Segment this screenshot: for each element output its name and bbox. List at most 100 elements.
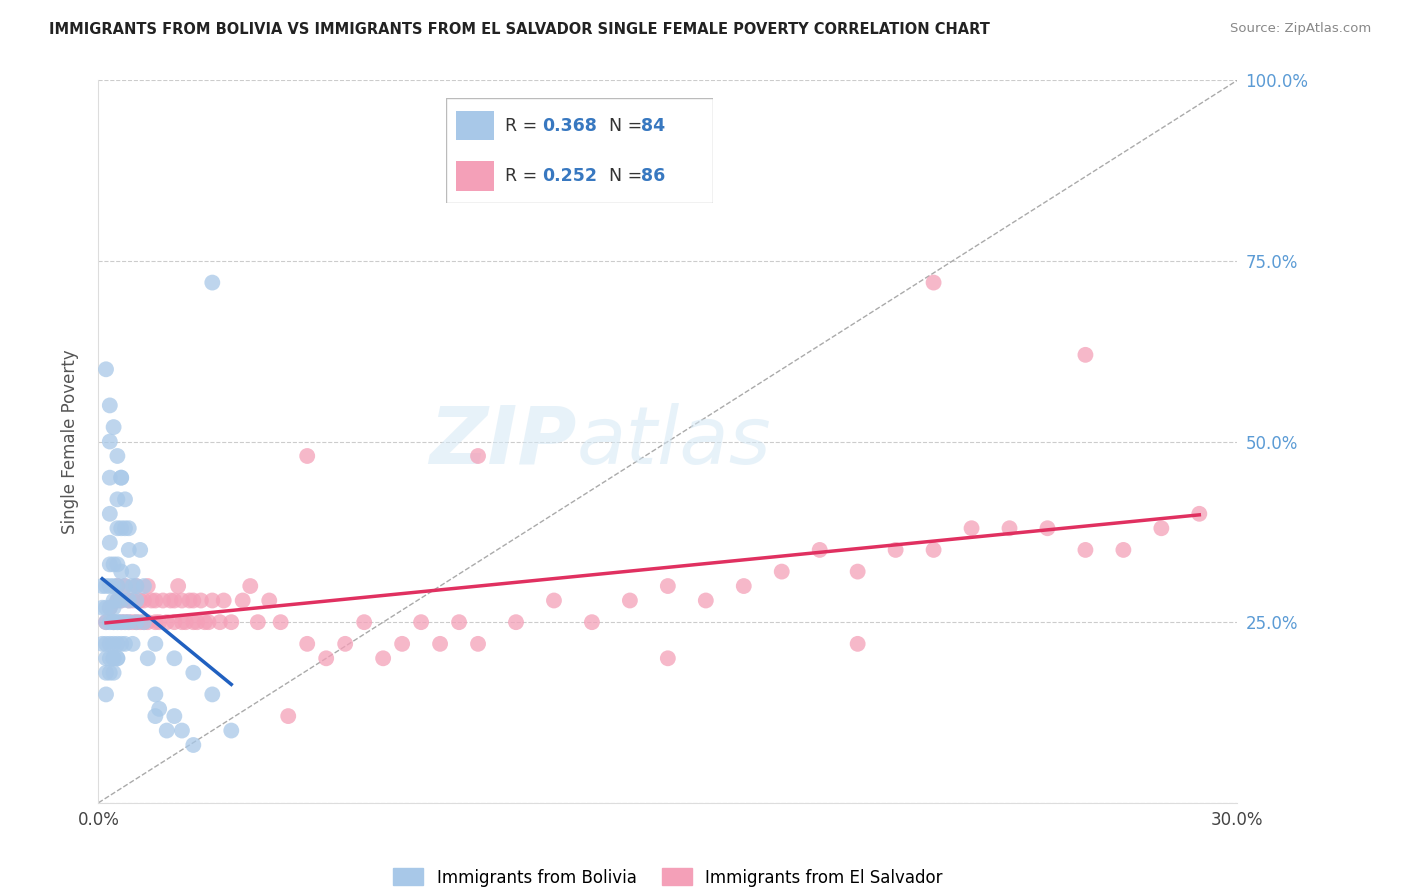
Point xyxy=(98,651,121,665)
Point xyxy=(94,362,117,376)
Point xyxy=(183,615,205,630)
Point xyxy=(1150,521,1173,535)
Point xyxy=(121,565,143,579)
Point xyxy=(1074,348,1097,362)
Point xyxy=(107,651,129,665)
Point xyxy=(107,615,129,630)
Point xyxy=(297,449,319,463)
Point xyxy=(156,615,179,630)
Point xyxy=(103,420,125,434)
Point xyxy=(107,492,129,507)
Text: IMMIGRANTS FROM BOLIVIA VS IMMIGRANTS FROM EL SALVADOR SINGLE FEMALE POVERTY COR: IMMIGRANTS FROM BOLIVIA VS IMMIGRANTS FR… xyxy=(49,22,990,37)
Point xyxy=(98,434,121,449)
Point xyxy=(371,651,394,665)
Point xyxy=(114,579,136,593)
Point xyxy=(114,579,136,593)
Point xyxy=(103,579,125,593)
Point xyxy=(91,600,114,615)
Point xyxy=(960,521,983,535)
Point xyxy=(110,593,132,607)
Point xyxy=(132,593,155,607)
Point xyxy=(581,615,603,630)
Point xyxy=(107,521,129,535)
Point xyxy=(1036,521,1059,535)
Point xyxy=(145,637,167,651)
Point xyxy=(110,593,132,607)
Point xyxy=(201,593,224,607)
Point xyxy=(118,593,141,607)
Point xyxy=(107,579,129,593)
Point xyxy=(114,615,136,630)
Point xyxy=(170,723,193,738)
Point xyxy=(297,637,319,651)
Point xyxy=(107,593,129,607)
Point xyxy=(201,276,224,290)
Point xyxy=(186,615,208,630)
Point xyxy=(98,470,121,484)
Point xyxy=(163,651,186,665)
Point xyxy=(141,593,163,607)
Point xyxy=(103,600,125,615)
Point xyxy=(121,637,143,651)
Point xyxy=(94,600,117,615)
Point xyxy=(270,615,292,630)
Point xyxy=(183,593,205,607)
Point xyxy=(657,651,679,665)
Point xyxy=(107,593,129,607)
Point xyxy=(114,637,136,651)
Point xyxy=(884,542,907,557)
Point xyxy=(183,665,205,680)
Point xyxy=(136,651,159,665)
Point xyxy=(110,470,132,484)
Point xyxy=(167,579,190,593)
Point xyxy=(232,593,254,607)
Point xyxy=(98,615,121,630)
Point xyxy=(132,579,155,593)
Point xyxy=(103,558,125,572)
Point xyxy=(277,709,299,723)
Point xyxy=(163,593,186,607)
Point xyxy=(315,651,337,665)
Point xyxy=(103,593,125,607)
Point xyxy=(190,593,212,607)
Point xyxy=(449,615,471,630)
Point xyxy=(98,398,121,412)
Point xyxy=(846,637,869,651)
Point xyxy=(145,593,167,607)
Point xyxy=(148,702,170,716)
Point xyxy=(163,709,186,723)
Point xyxy=(107,579,129,593)
Point xyxy=(411,615,433,630)
Point xyxy=(733,579,755,593)
Point xyxy=(98,600,121,615)
Point xyxy=(259,593,281,607)
Point xyxy=(107,615,129,630)
Point xyxy=(98,637,121,651)
Point xyxy=(98,600,121,615)
Point xyxy=(98,579,121,593)
Point xyxy=(103,665,125,680)
Point xyxy=(194,615,217,630)
Point xyxy=(94,615,117,630)
Point xyxy=(94,665,117,680)
Point xyxy=(132,615,155,630)
Point xyxy=(922,542,945,557)
Point xyxy=(94,651,117,665)
Point xyxy=(212,593,235,607)
Point xyxy=(197,615,219,630)
Text: Source: ZipAtlas.com: Source: ZipAtlas.com xyxy=(1230,22,1371,36)
Point xyxy=(121,593,143,607)
Point xyxy=(391,637,413,651)
Point xyxy=(103,651,125,665)
Point xyxy=(103,615,125,630)
Point xyxy=(657,579,679,593)
Point xyxy=(170,593,193,607)
Point xyxy=(110,637,132,651)
Point xyxy=(98,535,121,549)
Point xyxy=(125,615,148,630)
Point xyxy=(118,593,141,607)
Point xyxy=(201,687,224,701)
Point xyxy=(922,276,945,290)
Point xyxy=(129,542,152,557)
Point xyxy=(174,615,197,630)
